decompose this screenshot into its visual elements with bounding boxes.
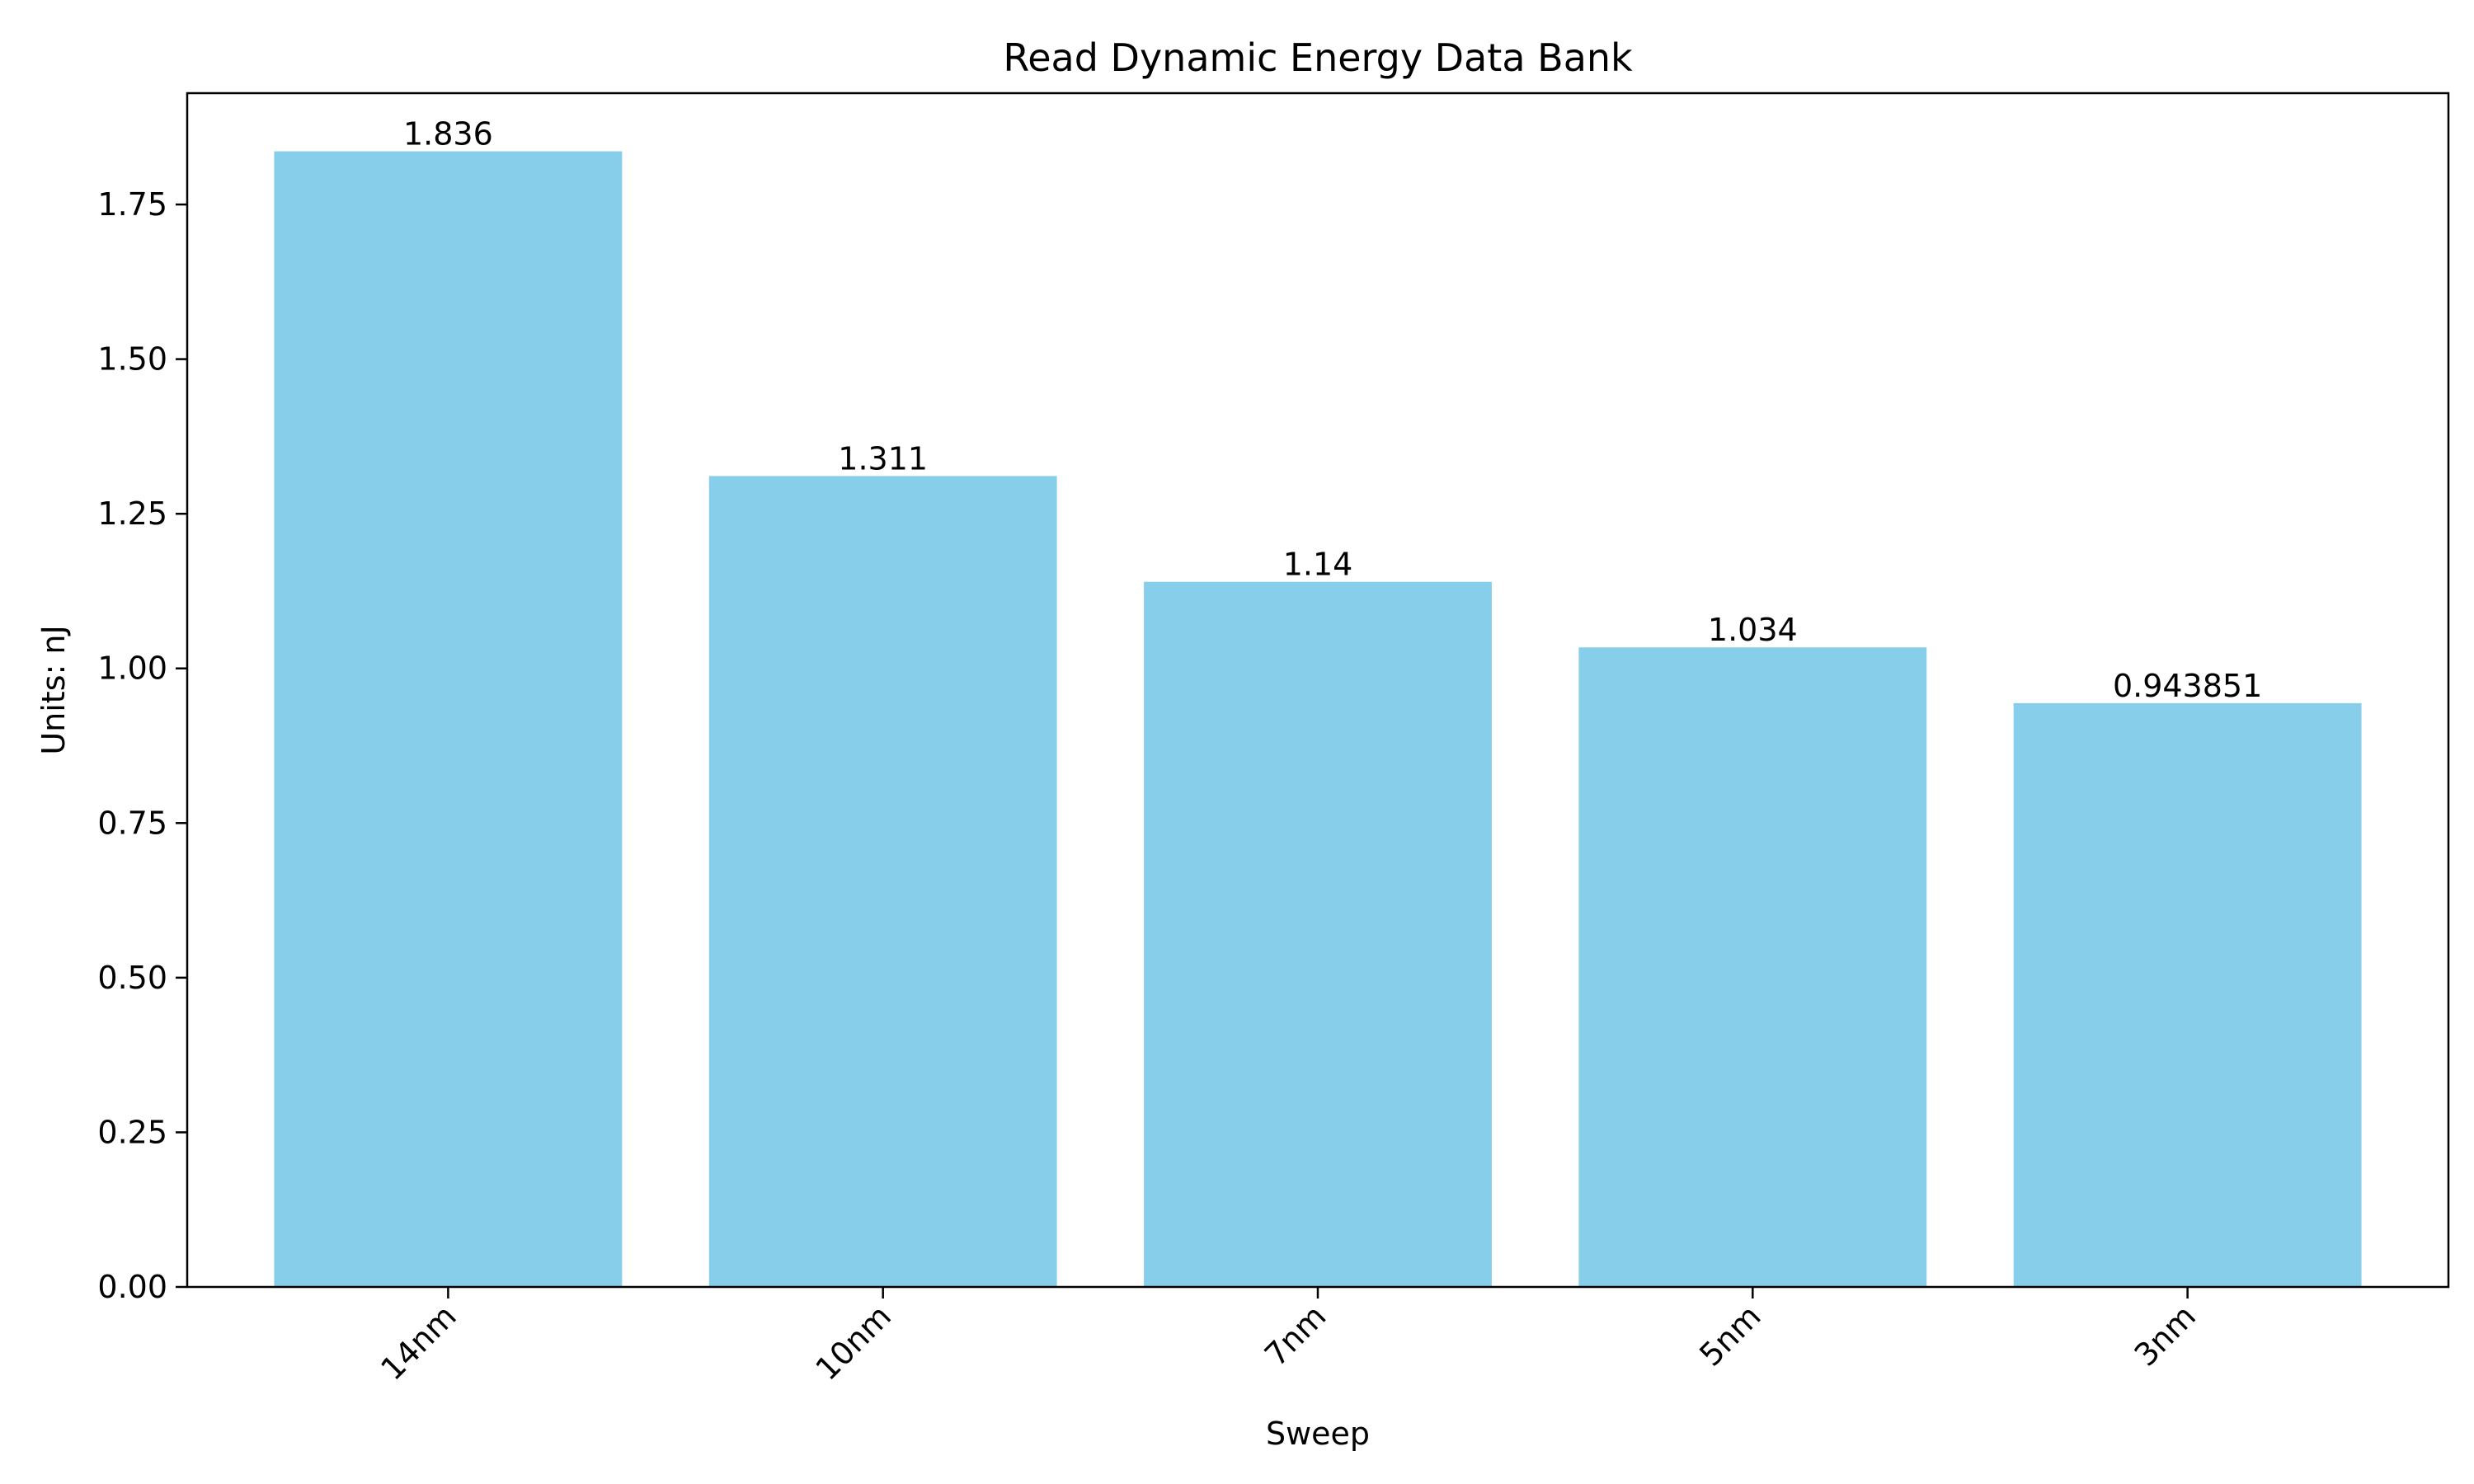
- value-label-5nm: 1.034: [1708, 612, 1798, 648]
- bar-7nm: [1144, 581, 1492, 1287]
- y-axis-label: Units: nJ: [35, 625, 72, 754]
- bar-5nm: [1578, 647, 1927, 1287]
- value-label-14nm: 1.836: [403, 116, 493, 153]
- plot-frame: [186, 92, 2450, 1289]
- bars-layer: [274, 151, 2362, 1287]
- y-axis: 0.00 0.25 0.50 0.75 1.00 1.25 1.50 1.75: [97, 186, 187, 1305]
- y-tick-label: 0.50: [97, 960, 167, 996]
- y-tick-label: 0.25: [97, 1114, 167, 1150]
- bar-10nm: [708, 476, 1057, 1287]
- y-tick-label: 1.75: [97, 186, 167, 223]
- bar-3nm: [2013, 702, 2362, 1287]
- y-tick-label: 1.00: [97, 650, 167, 687]
- chart-title: Read Dynamic Energy Data Bank: [1003, 35, 1633, 80]
- value-label-3nm: 0.943851: [2113, 668, 2262, 704]
- value-label-10nm: 1.311: [838, 440, 928, 477]
- y-tick-label: 1.25: [97, 495, 167, 532]
- x-axis-label: Sweep: [1266, 1416, 1370, 1452]
- value-labels-layer: 1.836 1.311 1.14 1.034 0.943851: [403, 116, 2262, 704]
- bar-14nm: [274, 151, 623, 1287]
- y-tick-label: 1.50: [97, 341, 167, 378]
- y-tick-label: 0.00: [97, 1269, 167, 1305]
- value-label-7nm: 1.14: [1283, 547, 1353, 583]
- y-tick-label: 0.75: [97, 805, 167, 841]
